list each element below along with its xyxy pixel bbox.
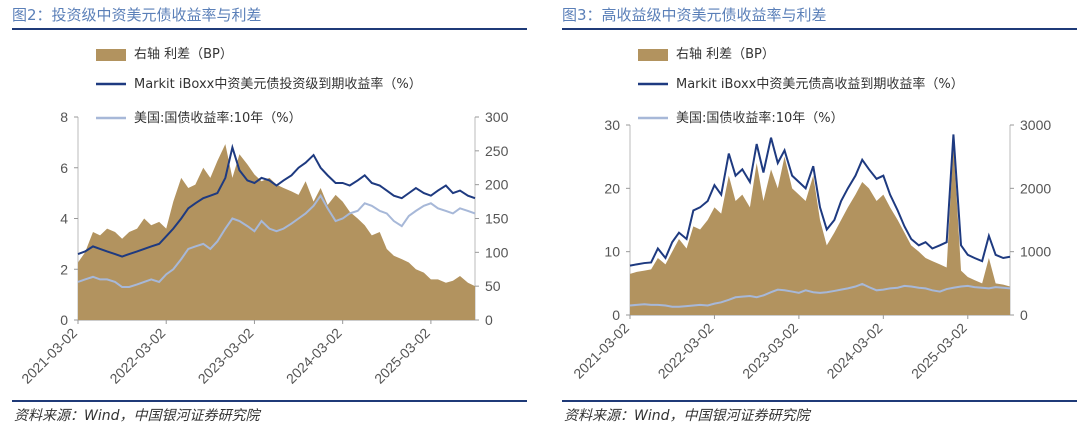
chart-panel-high-yield: 图3：高收益级中资美元债收益率与利差 0 10 20 30 0 1000 2000 3000 2… — [550, 0, 1080, 431]
legend-swatch-spread — [638, 49, 668, 61]
chart-title: 图2：投资级中资美元债收益率与利差 — [12, 6, 262, 24]
y-right-tick-label: 300 — [485, 109, 509, 125]
us10y-line-series — [77, 193, 476, 289]
legend-label: Markit iBoxx中资美元债高收益到期收益率（%） — [676, 76, 964, 92]
y-right-tick-label: 3000 — [1020, 117, 1051, 133]
legend-label: 右轴 利差（BP） — [676, 47, 775, 62]
title-rule — [12, 28, 527, 30]
spread-area-series — [630, 144, 1010, 315]
x-tick-label: 2022-03-02 — [106, 325, 168, 387]
y-right-tick-label: 100 — [485, 244, 509, 260]
title-rule — [562, 28, 1077, 30]
y-left-tick-label: 30 — [604, 117, 620, 133]
yield-line-series — [77, 143, 476, 258]
legend-label: 右轴 利差（BP） — [134, 47, 233, 62]
legend-label: 美国:国债收益率:10年（%） — [676, 110, 844, 126]
bottom-rule — [562, 400, 1077, 402]
y-right-tick-label: 250 — [485, 143, 509, 159]
y-left-tick-label: 0 — [60, 312, 68, 328]
chart-investment-grade: 0 2 4 6 8 0 50 100 150 200 250 300 2021-03-02 2022-03… — [18, 47, 509, 387]
y-right-tick-label: 150 — [485, 211, 509, 227]
y-right-tick-label: 1000 — [1020, 244, 1051, 260]
chart-high-yield: 0 10 20 30 0 1000 2000 3000 2021-03-02 2022-03-02… — [570, 47, 1051, 382]
y-left-tick-label: 2 — [60, 261, 68, 277]
legend-label: 美国:国债收益率:10年（%） — [134, 110, 302, 126]
y-left-tick-label: 4 — [60, 211, 68, 227]
y-left-tick-label: 6 — [60, 160, 68, 176]
x-tick-label: 2024-03-02 — [283, 325, 345, 387]
yield-line-series — [629, 134, 1011, 267]
x-tick-label: 2025-03-02 — [371, 325, 433, 387]
legend-swatch-spread — [96, 49, 126, 61]
y-right-tick-label: 2000 — [1020, 180, 1051, 196]
x-tick-label: 2025-03-02 — [908, 320, 970, 382]
x-tick-label: 2024-03-02 — [823, 320, 885, 382]
y-left-tick-label: 0 — [612, 307, 620, 323]
us10y-line-series — [629, 282, 1011, 308]
y-right-tick-label: 200 — [485, 177, 509, 193]
chart-title: 图3：高收益级中资美元债收益率与利差 — [562, 6, 827, 24]
x-tick-label: 2021-03-02 — [18, 325, 80, 387]
y-left-tick-label: 10 — [604, 244, 620, 260]
chart-panel-investment-grade: 图2：投资级中资美元债收益率与利差 0 2 4 6 8 0 50 100 150 200 250 30… — [0, 0, 530, 431]
x-tick-label: 2023-03-02 — [739, 320, 801, 382]
y-right-tick-label: 0 — [485, 312, 493, 328]
y-right-tick-label: 50 — [485, 278, 501, 294]
y-left-tick-label: 8 — [60, 109, 68, 125]
legend-label: Markit iBoxx中资美元债投资级到期收益率（%） — [134, 76, 422, 92]
y-left-tick-label: 20 — [604, 180, 620, 196]
bottom-rule — [12, 400, 527, 402]
x-tick-label: 2022-03-02 — [655, 320, 717, 382]
x-tick-label: 2021-03-02 — [570, 320, 632, 382]
source-note: 资料来源：Wind，中国银河证券研究院 — [564, 408, 810, 424]
x-tick-label: 2023-03-02 — [195, 325, 257, 387]
source-note: 资料来源：Wind，中国银河证券研究院 — [14, 408, 260, 424]
y-right-tick-label: 0 — [1020, 307, 1028, 323]
